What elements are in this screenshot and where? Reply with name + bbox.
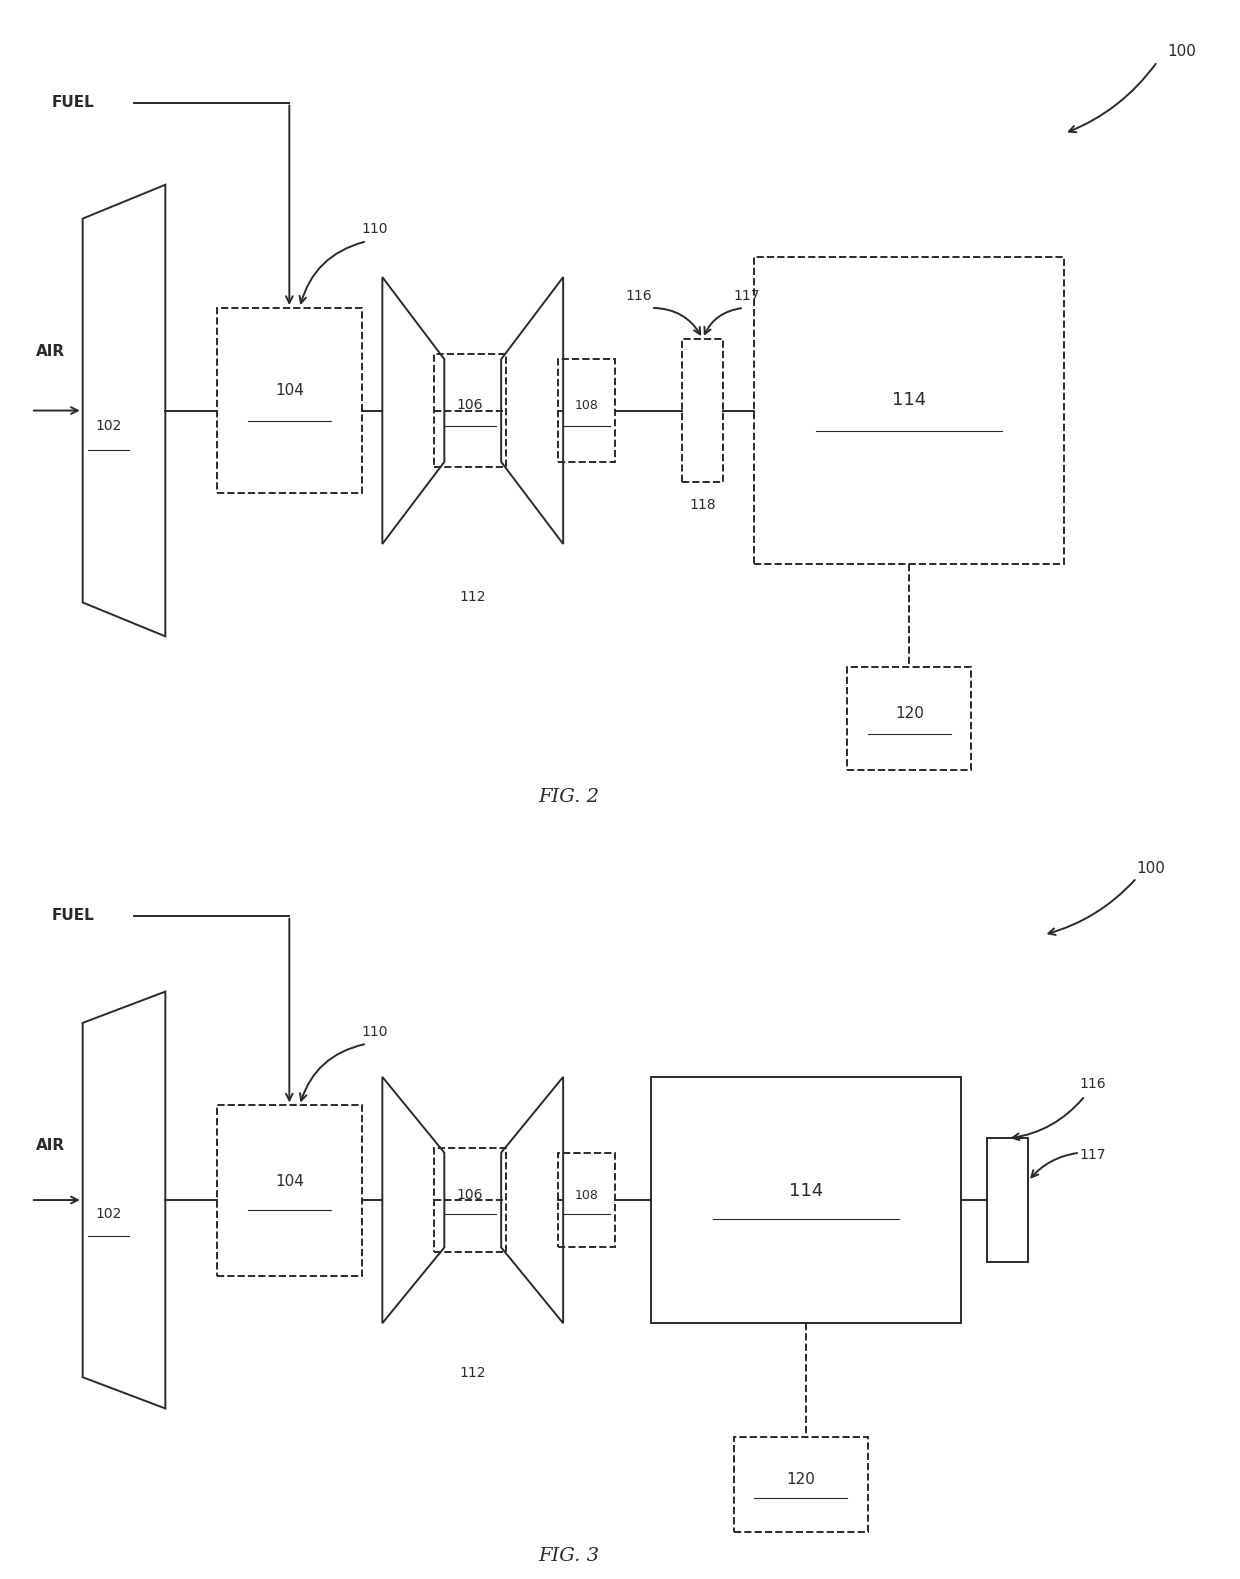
Bar	[558, 1153, 615, 1247]
Text: 110: 110	[362, 223, 388, 235]
Text: 120: 120	[895, 706, 924, 720]
Text: 108: 108	[574, 1189, 599, 1202]
Text: 100: 100	[1137, 861, 1166, 876]
Bar	[754, 257, 1064, 565]
Text: 116: 116	[1080, 1077, 1106, 1091]
Text: 112: 112	[460, 1366, 486, 1380]
Bar	[847, 666, 971, 771]
Text: 104: 104	[275, 1173, 304, 1189]
Text: 118: 118	[689, 497, 715, 512]
Bar	[987, 1138, 1028, 1262]
Text: AIR: AIR	[36, 344, 66, 360]
Bar	[217, 1105, 362, 1276]
Bar	[558, 360, 615, 461]
Bar	[682, 339, 723, 483]
Text: 106: 106	[456, 398, 484, 412]
Text: 102: 102	[95, 418, 122, 433]
Text: 114: 114	[893, 392, 926, 409]
Text: FIG. 3: FIG. 3	[538, 1547, 599, 1565]
Bar	[217, 308, 362, 493]
Text: 110: 110	[362, 1025, 388, 1039]
Text: FUEL: FUEL	[52, 95, 94, 111]
Bar	[734, 1437, 868, 1532]
Text: 112: 112	[460, 591, 486, 605]
Text: 106: 106	[456, 1189, 484, 1202]
Text: FUEL: FUEL	[52, 908, 94, 924]
Text: FIG. 2: FIG. 2	[538, 788, 599, 805]
Text: 116: 116	[625, 289, 652, 303]
Bar	[651, 1077, 961, 1323]
Text: AIR: AIR	[36, 1138, 66, 1153]
Text: 114: 114	[789, 1181, 823, 1200]
Text: 117: 117	[734, 289, 760, 303]
Text: 108: 108	[574, 399, 599, 412]
Text: 100: 100	[1168, 44, 1197, 58]
Text: 104: 104	[275, 382, 304, 398]
Text: 117: 117	[1080, 1148, 1106, 1162]
Bar	[434, 1148, 506, 1252]
Text: 102: 102	[95, 1208, 122, 1221]
Text: 120: 120	[786, 1472, 815, 1487]
Bar	[434, 354, 506, 467]
